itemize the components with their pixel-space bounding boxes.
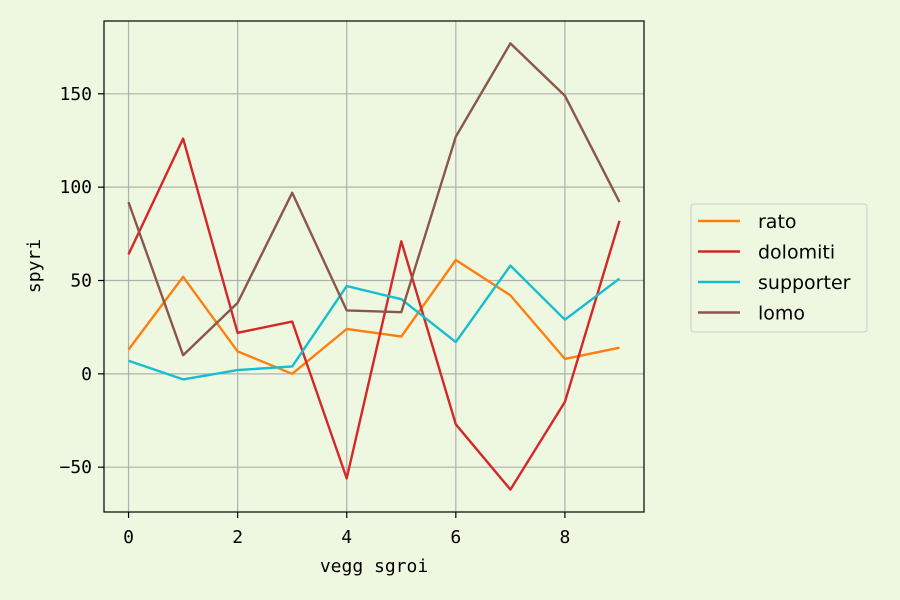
series-line-rato	[127, 258, 620, 375]
legend-label: lomo	[758, 303, 805, 325]
x-tick-label: 0	[123, 527, 134, 548]
x-tick-label: 2	[232, 527, 243, 548]
legend-box	[690, 203, 868, 333]
y-tick-label: 0	[81, 364, 92, 385]
plot-frame	[103, 20, 645, 513]
y-tick-label: 150	[59, 84, 92, 105]
y-tick-label: −50	[59, 457, 92, 478]
grid	[104, 21, 644, 512]
x-tick-label: 4	[341, 527, 352, 548]
y-tick-label: 100	[59, 177, 92, 198]
series-line-dolomiti	[127, 137, 621, 491]
series-lines	[127, 42, 621, 491]
series-line-supporter	[128, 264, 621, 381]
legend: rato dolomiti supporter lomo	[690, 203, 868, 333]
series-line-lomo	[127, 42, 621, 357]
legend-label: dolomiti	[758, 242, 835, 264]
legend-label: supporter	[758, 272, 851, 294]
x-axis: 0 2 4 6 8	[123, 512, 570, 548]
y-axis-label: spyri	[24, 239, 45, 293]
y-axis: −50 0 50 100 150	[59, 84, 104, 478]
legend-label: rato	[758, 211, 797, 233]
x-tick-label: 8	[559, 527, 570, 548]
y-tick-label: 50	[70, 271, 92, 292]
x-axis-label: vegg sgroi	[320, 556, 428, 577]
x-tick-label: 6	[450, 527, 461, 548]
